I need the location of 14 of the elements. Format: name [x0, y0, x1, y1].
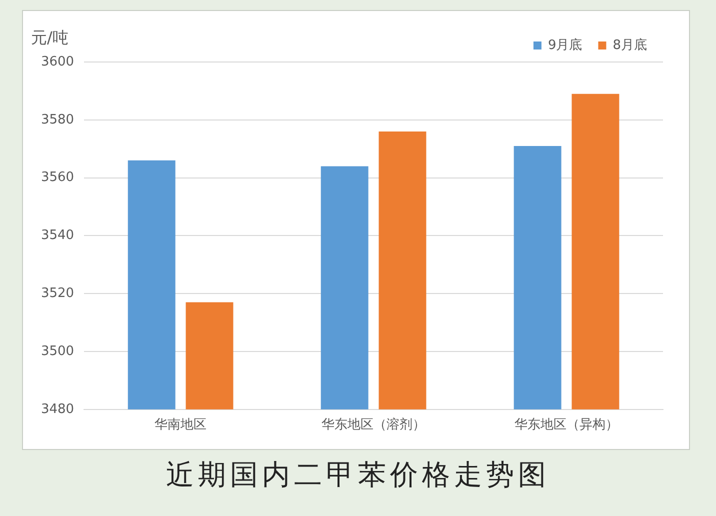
y-tick-label: 3540 [40, 228, 74, 244]
x-tick-label: 华东地区（异构） [514, 418, 619, 433]
y-tick-label: 3600 [40, 54, 74, 70]
x-tick-label: 华东地区（溶剂） [322, 416, 426, 433]
y-tick-label: 3480 [40, 402, 74, 417]
text: 近期国内二甲苯价格走势图 [165, 457, 551, 493]
y-tick-label: 3520 [40, 286, 74, 301]
legend-label: 8月底 [612, 38, 648, 53]
y-tick-label: 3560 [40, 170, 74, 186]
y-axis-title: 元/吨 [31, 28, 68, 48]
y-tick-label: 3580 [40, 112, 74, 128]
y-tick-label: 3500 [40, 344, 74, 359]
x-tick-label: 华南地区 [154, 418, 207, 433]
legend-label: 9月底 [548, 38, 582, 53]
